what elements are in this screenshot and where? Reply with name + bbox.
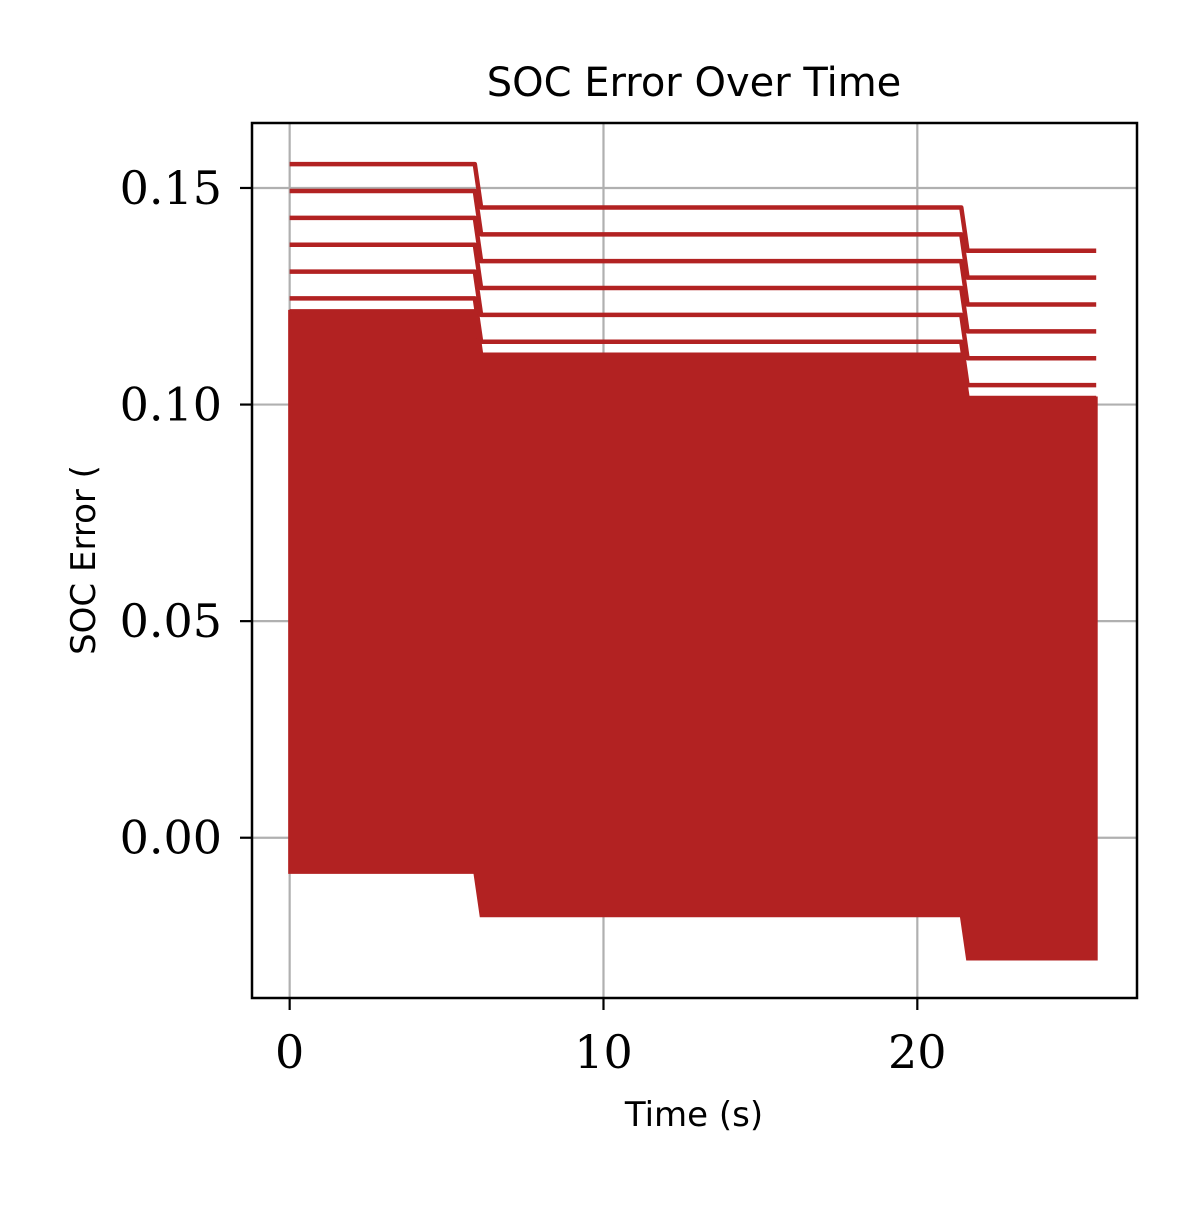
series-line — [289, 309, 1097, 401]
series-line — [289, 215, 1097, 307]
ticks: 0 10 20 0.00 0.05 0.10 0.15 — [120, 161, 947, 1079]
series-line — [289, 269, 1097, 361]
series-line — [289, 242, 1097, 334]
y-tick-label: 0.05 — [120, 594, 222, 648]
x-axis-label: Time (s) — [624, 1095, 763, 1135]
series-line — [289, 161, 1097, 254]
chart-title: SOC Error Over Time — [487, 60, 902, 106]
series-line — [289, 296, 1097, 388]
plot-frame — [250, 121, 1139, 1000]
y-tick-label: 0.10 — [120, 378, 222, 432]
data-series — [288, 161, 1098, 961]
x-tick-label: 20 — [888, 1025, 947, 1079]
y-tick-label: 0.15 — [120, 161, 222, 215]
y-tick-label: 0.00 — [120, 811, 222, 865]
x-tick-label: 0 — [275, 1025, 304, 1079]
x-tick-label: 10 — [574, 1025, 633, 1079]
y-axis-label: SOC Error ( — [64, 465, 104, 655]
dense-series-band — [288, 309, 1098, 961]
series-line — [289, 188, 1097, 280]
